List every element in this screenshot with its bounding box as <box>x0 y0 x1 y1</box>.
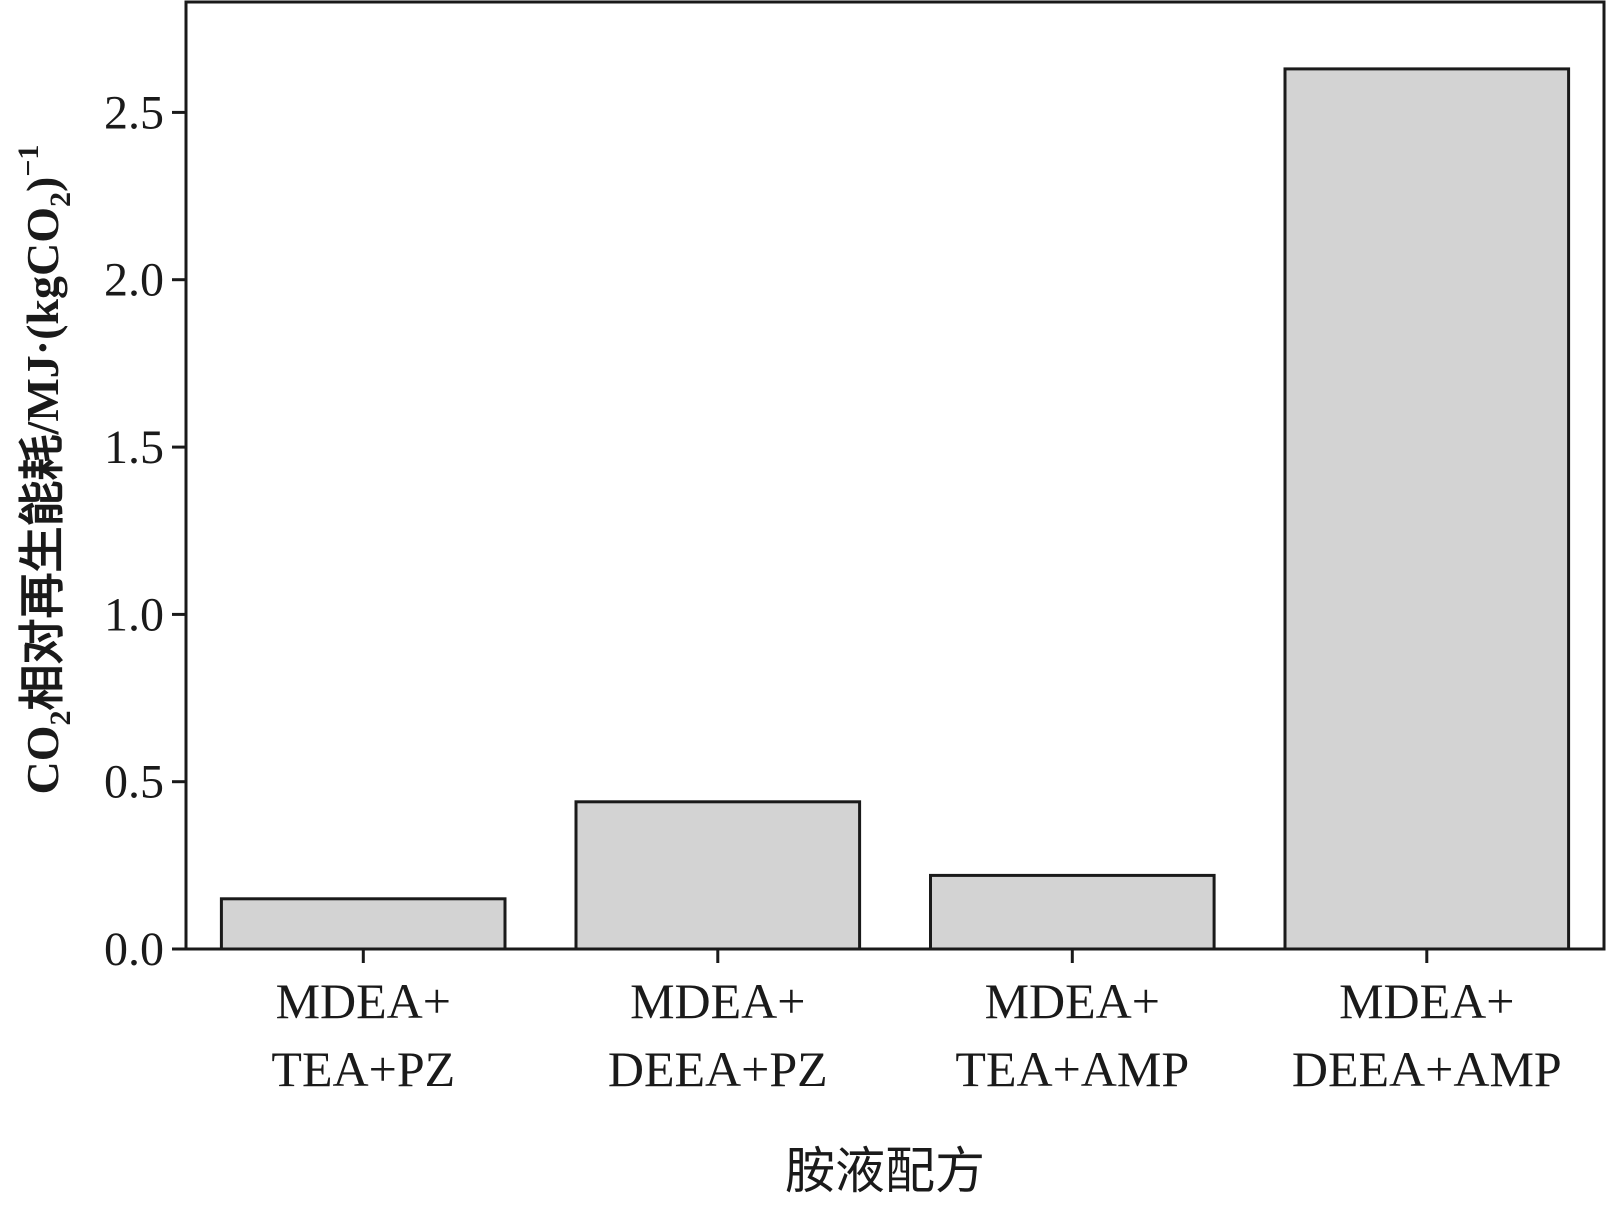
x-tick-label: DEEA+AMP <box>1292 1041 1562 1097</box>
x-tick-label: MDEA+ <box>276 973 451 1029</box>
y-axis: 0.0 0.5 1.0 1.5 2.0 2.5 <box>104 86 186 976</box>
x-tick-label: DEEA+PZ <box>608 1041 828 1097</box>
bar-2 <box>574 800 862 951</box>
y-tick-label: 1.0 <box>104 588 164 641</box>
y-axis-title-suffix: ) <box>17 177 68 192</box>
bar-4 <box>1283 67 1571 951</box>
y-tick-label: 2.5 <box>104 86 164 139</box>
y-axis-title-sub1: 2 <box>44 710 77 725</box>
x-axis: MDEA+ TEA+PZ MDEA+ DEEA+PZ MDEA+ TEA+AMP MDEA+… <box>271 949 1562 1097</box>
x-tick-label: TEA+PZ <box>271 1041 455 1097</box>
x-tick-label: MDEA+ <box>985 973 1160 1029</box>
y-axis-title: CO2相对再生能耗/MJ·(kgCO2)−1 <box>12 145 77 795</box>
y-tick-label: 0.5 <box>104 756 164 809</box>
x-axis-title: 胺液配方 <box>785 1143 985 1199</box>
bars-layer <box>219 67 1571 951</box>
x-tick-label: MDEA+ <box>630 973 805 1029</box>
y-tick-label: 1.5 <box>104 421 164 474</box>
x-tick-label: TEA+AMP <box>955 1041 1189 1097</box>
bar-3 <box>929 873 1216 951</box>
bar-1 <box>219 897 507 951</box>
y-axis-title-sub2: 2 <box>44 192 77 207</box>
y-axis-title-sup: −1 <box>12 145 45 177</box>
y-tick-label: 2.0 <box>104 254 164 307</box>
x-tick-label: MDEA+ <box>1339 973 1514 1029</box>
y-axis-title-prefix: CO <box>17 725 68 794</box>
y-tick-label: 0.0 <box>104 923 164 976</box>
y-axis-title-middle: 相对再生能耗/MJ·(kgCO <box>17 207 68 710</box>
plot-frame <box>184 0 1606 951</box>
